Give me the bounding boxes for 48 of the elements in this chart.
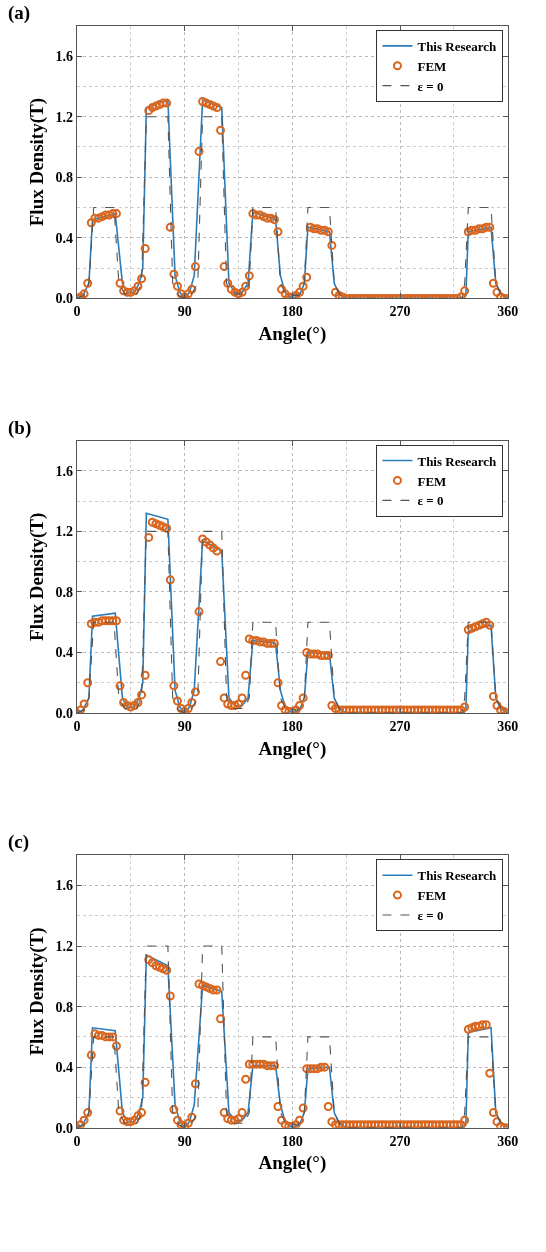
y-axis-title: Flux Density(T) [26, 512, 49, 641]
chart-title: (c) [8, 831, 30, 853]
x-tick-label: 90 [177, 718, 192, 734]
y-tick-label: 1.2 [55, 938, 74, 954]
y-tick-label: 1.6 [55, 878, 74, 894]
y-tick-label: 0.4 [55, 230, 74, 246]
y-tick-label: 0.8 [55, 584, 74, 600]
y-axis-title: Flux Density(T) [26, 927, 49, 1056]
y-tick-label: 0.0 [55, 291, 74, 307]
legend-label: ε = 0 [417, 493, 444, 509]
y-tick-label: 0.0 [55, 1120, 74, 1136]
y-tick-label: 0.8 [55, 999, 74, 1015]
y-axis-title: Flux Density(T) [26, 98, 49, 227]
x-tick-label: 90 [177, 1133, 192, 1149]
y-tick-label: 0.4 [55, 645, 74, 661]
x-tick-label: 360 [497, 718, 519, 734]
y-tick-label: 0.0 [55, 705, 74, 721]
y-tick-label: 0.8 [55, 170, 74, 186]
y-tick-label: 0.4 [55, 1060, 74, 1076]
x-tick-label: 180 [281, 304, 303, 320]
legend-label: FEM [417, 888, 447, 904]
x-tick-label: 270 [389, 718, 411, 734]
x-tick-label: 360 [497, 1133, 519, 1149]
x-tick-label: 360 [497, 304, 519, 320]
y-tick-label: 1.2 [55, 524, 74, 540]
y-tick-label: 1.2 [55, 109, 74, 125]
legend-label: FEM [417, 473, 447, 489]
x-tick-label: 180 [281, 1133, 303, 1149]
legend-label: ε = 0 [417, 908, 444, 924]
x-tick-label: 270 [389, 1133, 411, 1149]
x-tick-label: 0 [73, 304, 81, 320]
x-axis-title: Angle(°) [258, 1152, 327, 1175]
x-tick-label: 0 [73, 718, 81, 734]
x-tick-label: 180 [281, 718, 303, 734]
legend-label: This Research [417, 453, 498, 469]
x-tick-label: 0 [73, 1133, 81, 1149]
chart-title: (b) [8, 417, 32, 439]
x-tick-label: 90 [177, 304, 192, 320]
y-tick-label: 1.6 [55, 49, 74, 65]
x-axis-title: Angle(°) [258, 737, 327, 760]
legend-label: This Research [417, 868, 498, 884]
legend-label: This Research [417, 38, 498, 54]
x-axis-title: Angle(°) [258, 323, 327, 346]
x-tick-label: 270 [389, 304, 411, 320]
y-tick-label: 1.6 [55, 463, 74, 479]
legend-label: FEM [417, 58, 447, 74]
chart-title: (a) [8, 2, 31, 24]
legend-label: ε = 0 [417, 78, 444, 94]
